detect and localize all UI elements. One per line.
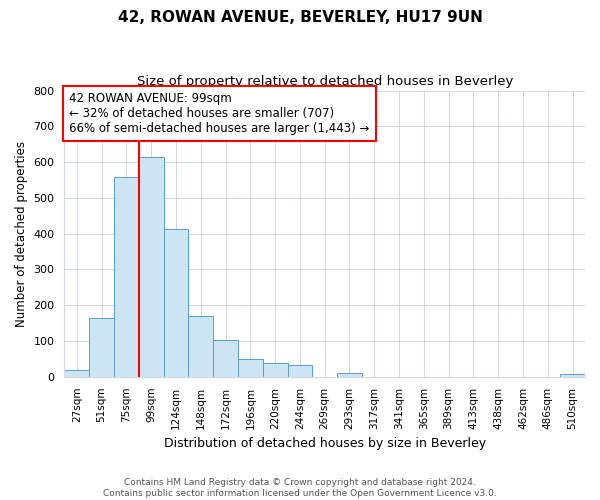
Bar xyxy=(139,157,164,377)
Title: Size of property relative to detached houses in Beverley: Size of property relative to detached ho… xyxy=(137,75,513,88)
Bar xyxy=(164,230,188,377)
Text: Contains HM Land Registry data © Crown copyright and database right 2024.
Contai: Contains HM Land Registry data © Crown c… xyxy=(103,478,497,498)
Bar xyxy=(64,370,89,377)
Bar xyxy=(89,318,114,377)
Bar xyxy=(560,374,585,377)
Bar xyxy=(213,340,238,377)
X-axis label: Distribution of detached houses by size in Beverley: Distribution of detached houses by size … xyxy=(164,437,486,450)
Bar xyxy=(287,365,313,377)
Bar xyxy=(263,362,287,377)
Bar xyxy=(337,372,362,377)
Text: 42 ROWAN AVENUE: 99sqm
← 32% of detached houses are smaller (707)
66% of semi-de: 42 ROWAN AVENUE: 99sqm ← 32% of detached… xyxy=(70,92,370,136)
Bar xyxy=(238,359,263,377)
Bar xyxy=(114,177,139,377)
Y-axis label: Number of detached properties: Number of detached properties xyxy=(15,140,28,326)
Text: 42, ROWAN AVENUE, BEVERLEY, HU17 9UN: 42, ROWAN AVENUE, BEVERLEY, HU17 9UN xyxy=(118,10,482,25)
Bar xyxy=(188,316,213,377)
